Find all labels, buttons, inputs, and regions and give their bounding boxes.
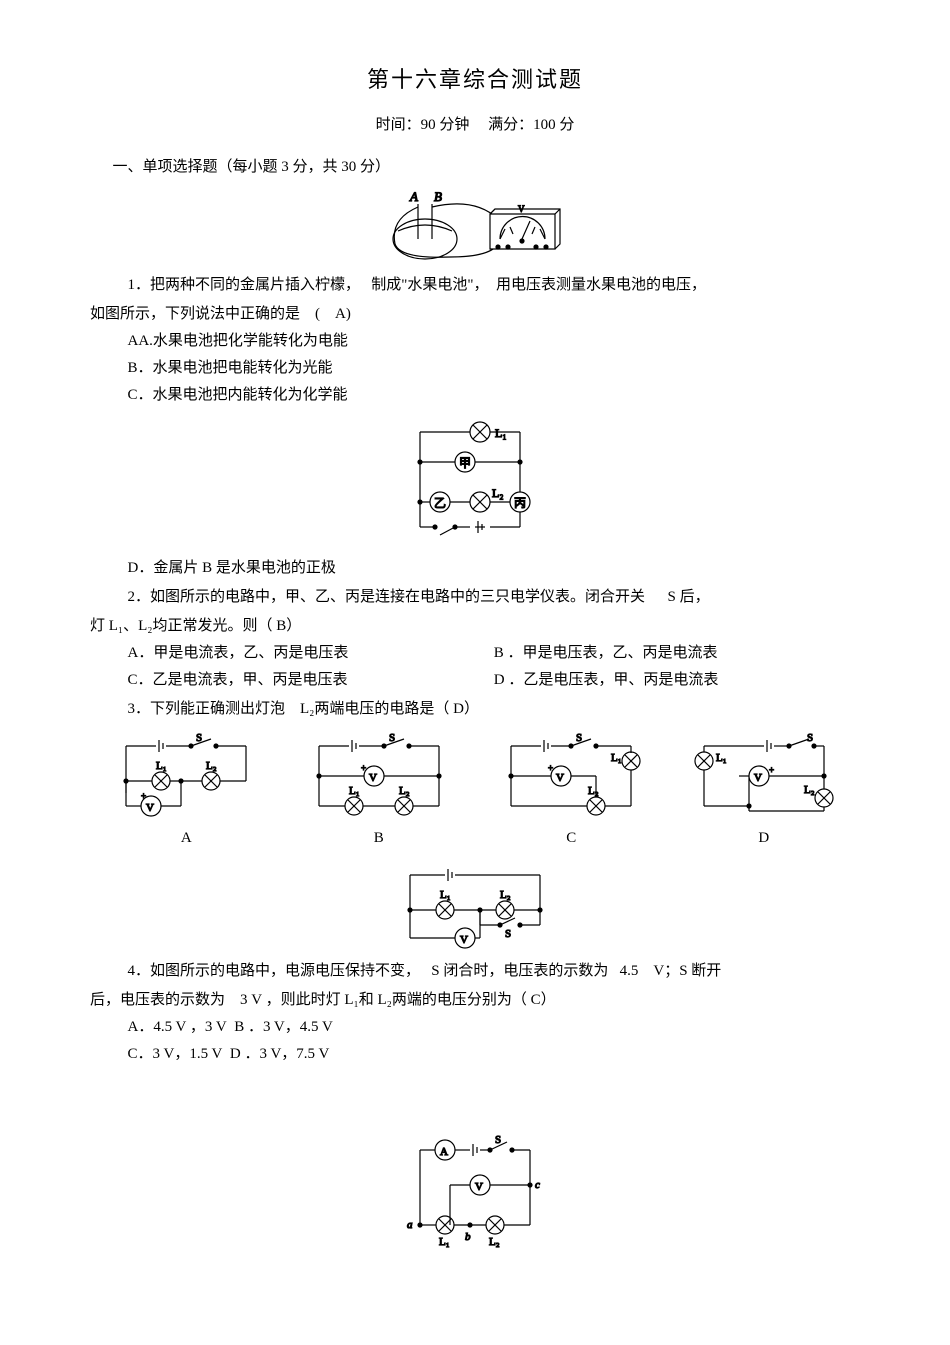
svg-text:+: + — [769, 765, 774, 775]
q1-option-b: B．水果电池把电能转化为光能 — [90, 355, 860, 382]
svg-text:L₁: L₁ — [349, 785, 360, 797]
svg-text:L₁: L₁ — [716, 752, 727, 764]
svg-text:c: c — [535, 1179, 540, 1191]
q4-options-ab: A．4.5 V ，3 V B ．3 V，4.5 V — [90, 1014, 860, 1041]
circuit-d-label: D — [689, 825, 839, 852]
figure-q4: L₁ L₂ V S — [90, 860, 860, 950]
score-label: 满分：100 分 — [488, 117, 574, 133]
q3-text: 3．下列能正确测出灯泡 L₂两端电压的电路是（ D） — [90, 696, 860, 723]
q4-continuation: 后，电压表的示数为 3 V ，则此时灯 L₁和 L₂两端的电压分别为（ C） — [90, 987, 860, 1014]
q1-option-d: D．金属片 B 是水果电池的正极 — [90, 555, 860, 582]
svg-text:A: A — [440, 1146, 448, 1158]
svg-text:L₁: L₁ — [611, 752, 622, 764]
q2-option-c: C．乙是电流表，甲、丙是电压表 — [128, 667, 494, 694]
figure-circuit-three-meters: L₁ 甲 乙 L₂ 丙 — [90, 417, 860, 547]
svg-text:L₁: L₁ — [440, 889, 451, 901]
svg-text:+: + — [141, 791, 146, 801]
section-one-header: 一、单项选择题（每小题 3 分，共 30 分） — [90, 154, 860, 181]
svg-text:V: V — [460, 934, 468, 946]
circuit-c-label: C — [496, 825, 646, 852]
q2-option-a: A．甲是电流表，乙、丙是电压表 — [128, 640, 494, 667]
q2-text: 2．如图所示的电路中，甲、乙、丙是连接在电路中的三只电学仪表。闭合开关 S 后， — [90, 584, 860, 611]
svg-text:L₁: L₁ — [495, 426, 507, 440]
svg-text:L₂: L₂ — [804, 784, 815, 796]
circuit-a-label: A — [111, 825, 261, 852]
svg-text:V: V — [556, 772, 564, 784]
svg-text:L₂: L₂ — [500, 889, 511, 901]
svg-text:L₂: L₂ — [399, 785, 410, 797]
q1-option-a: AA.水果电池把化学能转化为电能 — [90, 328, 860, 355]
figure-lemon-battery: A B V — [90, 189, 860, 264]
figure-q5: A S V c L₁ L₂ — [90, 1130, 860, 1250]
svg-text:S: S — [576, 732, 582, 744]
svg-text:V: V — [146, 802, 154, 814]
svg-text:V: V — [754, 772, 762, 784]
svg-text:L₁: L₁ — [439, 1236, 450, 1248]
circuit-b-label: B — [304, 825, 454, 852]
svg-text:a: a — [407, 1219, 413, 1231]
circuit-b: S V + L₁ L₂ — [304, 731, 454, 852]
svg-text:+: + — [548, 763, 553, 773]
svg-text:V: V — [369, 772, 377, 784]
q1-text: 1．把两种不同的金属片插入柠檬， 制成"水果电池"， 用电压表测量水果电池的电压… — [90, 272, 860, 299]
q1-option-c: C．水果电池把内能转化为化学能 — [90, 382, 860, 409]
q2-option-d: D ．乙是电压表，甲、丙是电流表 — [494, 667, 860, 694]
page-title: 第十六章综合测试题 — [90, 60, 860, 100]
circuit-a: S L₁ L₂ V + — [111, 731, 261, 852]
svg-text:甲: 甲 — [459, 456, 471, 470]
svg-text:乙: 乙 — [434, 496, 446, 510]
svg-text:L₂: L₂ — [492, 486, 504, 500]
svg-text:L₂: L₂ — [206, 760, 217, 772]
svg-text:丙: 丙 — [514, 496, 526, 510]
q4-options-cd: C．3 V，1.5 V D ．3 V，7.5 V — [90, 1041, 860, 1068]
svg-text:B: B — [434, 189, 442, 204]
circuit-c: S L₁ V + L₂ — [496, 731, 646, 852]
q1-continuation: 如图所示，下列说法中正确的是 ( A) — [90, 301, 860, 328]
q2-options-row2: C．乙是电流表，甲、丙是电压表 D ．乙是电压表，甲、丙是电流表 — [90, 667, 860, 694]
svg-text:+: + — [361, 763, 366, 773]
svg-text:L₂: L₂ — [489, 1236, 500, 1248]
svg-text:b: b — [465, 1231, 471, 1243]
q2-continuation: 灯 L₁、L₂均正常发光。则（ B） — [90, 613, 860, 640]
subtitle: 时间：90 分钟 满分：100 分 — [90, 112, 860, 139]
q4-text: 4．如图所示的电路中，电源电压保持不变， S 闭合时，电压表的示数为 4.5 V… — [90, 958, 860, 985]
circuit-d: S L₁ V + L₂ — [689, 731, 839, 852]
svg-text:V: V — [518, 204, 525, 214]
svg-text:L₂: L₂ — [588, 785, 599, 797]
svg-text:S: S — [495, 1134, 501, 1146]
svg-text:L₁: L₁ — [156, 760, 167, 772]
svg-text:S: S — [505, 928, 511, 940]
svg-text:S: S — [389, 732, 395, 744]
svg-text:A: A — [409, 189, 418, 204]
svg-text:S: S — [196, 732, 202, 744]
q2-option-b: B ．甲是电压表，乙、丙是电流表 — [494, 640, 860, 667]
figure-row-circuits: S L₁ L₂ V + — [90, 731, 860, 852]
svg-text:S: S — [807, 732, 813, 744]
time-label: 时间：90 分钟 — [376, 117, 470, 133]
svg-text:V: V — [475, 1181, 483, 1193]
q2-options-row1: A．甲是电流表，乙、丙是电压表 B ．甲是电压表，乙、丙是电流表 — [90, 640, 860, 667]
